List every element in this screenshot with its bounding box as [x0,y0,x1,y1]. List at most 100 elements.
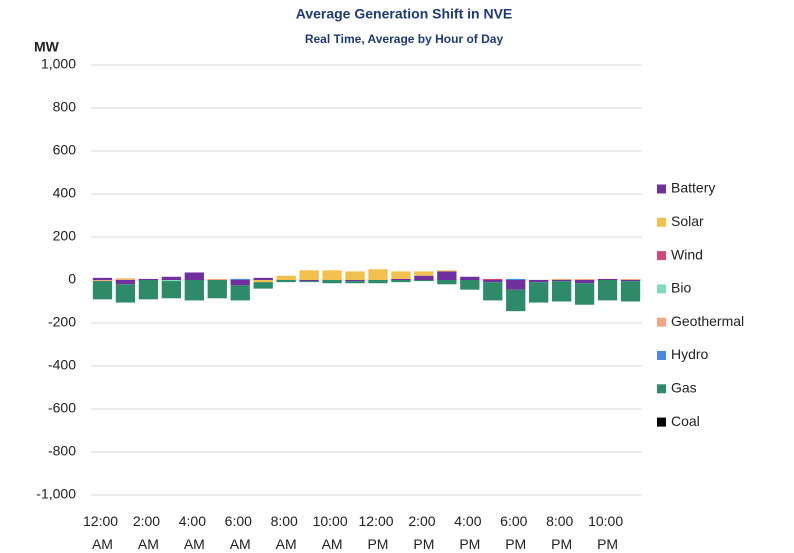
bar-segment [92,280,113,282]
bar-segment [184,272,204,280]
bar-segment [437,270,457,272]
legend-label: Hydro [671,346,709,362]
bar-segment [414,271,434,276]
bar-segment [92,281,113,300]
bar-segment [161,280,181,282]
bar-segment [574,278,595,280]
x-tick-label: 10:00 AM [313,513,352,552]
x-tick-label: 4:00 AM [179,513,210,552]
bar-segment [437,271,457,280]
bar-segment [414,280,434,282]
bar-segment [161,276,181,280]
x-tick-label: 8:00 PM [546,513,577,552]
bar-segment [322,270,342,280]
legend-label: Wind [671,246,703,262]
x-tick-label: 12:00 PM [359,513,398,552]
bar-segment [299,281,319,283]
y-tick-label: 0 [68,271,76,287]
bar-segment [115,284,136,303]
y-tick-label: -200 [48,314,76,330]
legend-swatch [657,417,666,427]
bar-segment [230,285,250,301]
legend-label: Coal [671,413,700,429]
y-tick-label: -800 [48,443,76,459]
bar-segment [552,278,572,280]
x-tick-label: 8:00 AM [271,513,302,552]
bar-segment [506,289,526,312]
bar-segment [506,278,526,280]
bar-segment [483,278,503,280]
x-tick-label: 4:00 PM [454,513,485,552]
bar-segment [368,269,388,280]
legend-swatch [657,184,666,194]
legend-swatch [657,384,666,394]
bar-segment [345,280,365,282]
bar-segment [391,271,411,279]
bar-segment [529,282,549,303]
x-tick-label: 2:00 PM [408,513,439,552]
bar-segment [299,280,319,282]
bar-segment [207,278,227,280]
bar-segment [115,278,136,280]
y-tick-label: 800 [53,99,77,115]
y-tick-label: -400 [48,357,76,373]
y-tick-label: 1,000 [41,56,76,72]
legend-swatch [657,284,666,294]
legend-label: Geothermal [671,313,744,329]
bar-segment [299,270,319,280]
bar-segment [391,280,411,283]
bar-segment [276,280,296,283]
bar-segment [368,280,388,284]
bar-segment [230,278,250,280]
bar-segment [345,271,365,280]
bar-segment [115,279,136,280]
bar-segment [161,281,181,299]
bar-segment [253,277,273,280]
bar-segment [460,276,480,280]
bar-segment [552,281,572,302]
y-tick-label: 400 [53,185,77,201]
y-tick-label: 600 [53,142,77,158]
bar-segment [391,278,411,280]
bar-segment [207,280,227,299]
bar-segment [437,280,457,285]
bar-segment [483,282,503,301]
bar-segment [574,283,595,305]
bar-segment [597,280,618,301]
bar-segment [184,280,204,301]
bar-segment [620,278,641,280]
y-tick-label: 200 [53,228,77,244]
legend-label: Battery [671,180,715,196]
bar-segment [483,280,503,283]
legend-swatch [657,217,666,227]
legend-label: Bio [671,280,691,296]
bar-segment [460,280,480,290]
bar-segment [620,281,641,302]
bar-segment [597,278,618,280]
bar-segment [620,280,641,282]
chart-subtitle: Real Time, Average by Hour of Day [305,32,504,46]
y-axis-label: MW [34,39,60,55]
x-tick-label: 10:00 PM [588,513,627,552]
legend-swatch [657,251,666,261]
x-tick-label: 6:00 AM [225,513,256,552]
bar-segment [322,280,342,284]
legend-swatch [657,317,666,327]
bar-segment [230,280,250,286]
bar-segment [253,282,273,289]
bar-segment [92,277,113,280]
chart-title: Average Generation Shift in NVE [296,6,513,22]
legend-swatch [657,351,666,360]
y-tick-label: -600 [48,400,76,416]
bar-segment [276,275,296,280]
bar-segment [345,281,365,284]
bar-segment [414,275,434,280]
x-tick-label: 12:00 AM [83,513,122,552]
y-tick-label: -1,000 [36,486,76,502]
bar-segment [138,278,159,280]
bar-segment [574,280,595,284]
x-tick-label: 6:00 PM [500,513,531,552]
bar-segment [115,280,136,285]
bar-segment [552,280,572,282]
